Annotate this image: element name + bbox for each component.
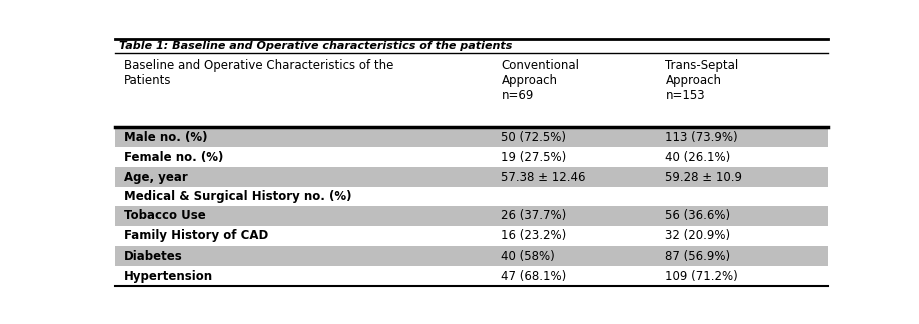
Text: 16 (23.2%): 16 (23.2%) — [501, 229, 566, 242]
Text: Family History of CAD: Family History of CAD — [123, 229, 267, 242]
Bar — [115, 168, 827, 188]
Text: Trans-Septal
Approach
n=153: Trans-Septal Approach n=153 — [664, 59, 738, 102]
Text: Table 1: Baseline and Operative characteristics of the patients: Table 1: Baseline and Operative characte… — [119, 41, 511, 51]
Text: 59.28 ± 10.9: 59.28 ± 10.9 — [664, 171, 742, 184]
Text: 26 (37.7%): 26 (37.7%) — [501, 210, 566, 223]
Bar — [115, 266, 827, 286]
Text: Male no. (%): Male no. (%) — [123, 131, 207, 144]
Text: Medical & Surgical History no. (%): Medical & Surgical History no. (%) — [123, 190, 351, 203]
Text: 87 (56.9%): 87 (56.9%) — [664, 249, 730, 262]
Text: 50 (72.5%): 50 (72.5%) — [501, 131, 566, 144]
Text: Hypertension: Hypertension — [123, 270, 212, 283]
Bar — [115, 39, 827, 53]
Text: Female no. (%): Female no. (%) — [123, 151, 222, 164]
Text: 19 (27.5%): 19 (27.5%) — [501, 151, 566, 164]
Text: Conventional
Approach
n=69: Conventional Approach n=69 — [501, 59, 579, 102]
Bar — [115, 188, 827, 206]
Text: 57.38 ± 12.46: 57.38 ± 12.46 — [501, 171, 585, 184]
Bar — [115, 226, 827, 246]
Text: Diabetes: Diabetes — [123, 249, 182, 262]
Text: 32 (20.9%): 32 (20.9%) — [664, 229, 730, 242]
Bar — [115, 206, 827, 226]
Text: 109 (71.2%): 109 (71.2%) — [664, 270, 737, 283]
Text: 113 (73.9%): 113 (73.9%) — [664, 131, 737, 144]
Text: 56 (36.6%): 56 (36.6%) — [664, 210, 730, 223]
Bar — [115, 53, 827, 127]
Text: 40 (26.1%): 40 (26.1%) — [664, 151, 730, 164]
Text: Age, year: Age, year — [123, 171, 187, 184]
Text: Baseline and Operative Characteristics of the
Patients: Baseline and Operative Characteristics o… — [123, 59, 392, 87]
Bar — [115, 246, 827, 266]
Text: 47 (68.1%): 47 (68.1%) — [501, 270, 566, 283]
Bar — [115, 147, 827, 168]
Text: Tobacco Use: Tobacco Use — [123, 210, 205, 223]
Text: 40 (58%): 40 (58%) — [501, 249, 554, 262]
Bar — [115, 127, 827, 147]
